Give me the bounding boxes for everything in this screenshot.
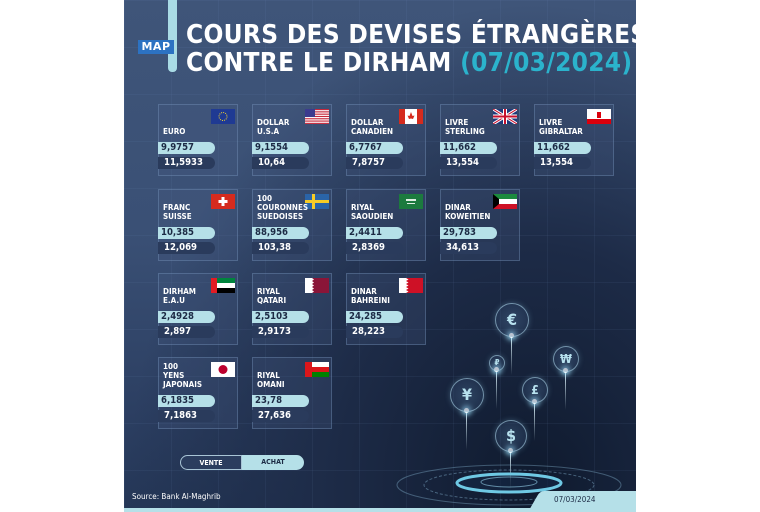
rate-dark: 11,5933 <box>158 157 215 169</box>
qatar-flag-icon <box>305 278 329 293</box>
title-text: CONTRE LE DIRHAM <box>186 48 452 78</box>
rate-light: 6,1835 <box>158 395 215 407</box>
rate-dark: 13,554 <box>440 157 497 169</box>
currency-name: EURO <box>163 127 186 136</box>
currency-card: DOLLAR U.S.A 9,1554 10,64 <box>252 104 332 176</box>
rate-dark: 7,8757 <box>346 157 403 169</box>
won-symbol-icon: ₩ <box>553 346 579 372</box>
currency-name: DINAR KOWEITIEN <box>445 203 491 221</box>
eu-flag-icon <box>211 109 235 124</box>
rate-dark: 2,9173 <box>252 326 309 338</box>
rate-light: 2,4928 <box>158 311 215 323</box>
japan-flag-icon <box>211 362 235 377</box>
rate-dark: 7,1863 <box>158 410 215 422</box>
background-grid <box>124 0 636 512</box>
dollar-symbol-icon: $ <box>495 420 527 452</box>
rate-light: 88,956 <box>252 227 309 239</box>
ruble-symbol-icon: ₽ <box>489 355 505 371</box>
title-line-1: COURS DES DEVISES ÉTRANGÈRES <box>186 20 636 50</box>
rate-light: 23,78 <box>252 395 309 407</box>
currency-name: RIYAL OMANI <box>257 371 285 389</box>
us-flag-icon <box>305 109 329 124</box>
rate-light: 6,7767 <box>346 142 403 154</box>
currency-card: DINAR KOWEITIEN 29,783 34,613 <box>440 189 520 261</box>
light-stem <box>565 370 566 410</box>
legend-achat: ACHAT <box>242 455 304 470</box>
hologram-rings-decoration <box>396 464 622 506</box>
light-stem <box>534 401 535 441</box>
bottom-strip <box>124 508 636 512</box>
rate-light: 2,4411 <box>346 227 403 239</box>
rate-light: 29,783 <box>440 227 497 239</box>
rate-light: 11,662 <box>440 142 497 154</box>
currency-card: 100 COURONNES SUEDOISES 88,956 103,38 <box>252 189 332 261</box>
currency-card: LIVRE GIBRALTAR 11,662 13,554 <box>534 104 614 176</box>
title-accent-bar <box>168 0 177 72</box>
euro-symbol-icon: € <box>495 303 529 337</box>
oman-flag-icon <box>305 362 329 377</box>
light-stem <box>510 450 511 490</box>
currency-name: RIYAL SAOUDIEN <box>351 203 394 221</box>
currency-name: DIRHAM E.A.U <box>163 287 196 305</box>
currency-name: LIVRE GIBRALTAR <box>539 118 583 136</box>
uk-flag-icon <box>493 109 517 124</box>
title-line-2: CONTRE LE DIRHAM (07/03/2024) <box>186 48 632 78</box>
rate-light: 11,662 <box>534 142 591 154</box>
rate-dark: 10,64 <box>252 157 309 169</box>
rate-light: 9,9757 <box>158 142 215 154</box>
currency-name: DOLLAR U.S.A <box>257 118 290 136</box>
currency-card: 100 YENS JAPONAIS 6,1835 7,1863 <box>158 357 238 429</box>
legend: VENTE ACHAT <box>180 455 304 470</box>
rate-dark: 2,8369 <box>346 242 403 254</box>
rate-dark: 28,223 <box>346 326 403 338</box>
map-logo: MAP <box>138 40 174 54</box>
light-stem <box>511 335 512 375</box>
currency-card: LIVRE STERLING 11,662 13,554 <box>440 104 520 176</box>
swiss-flag-icon <box>211 194 235 209</box>
footer-date: 07/03/2024 <box>554 495 596 504</box>
currency-card: RIYAL OMANI 23,78 27,636 <box>252 357 332 429</box>
title-date: (07/03/2024) <box>460 48 633 78</box>
legend-vente: VENTE <box>180 455 242 470</box>
currency-name: 100 COURONNES SUEDOISES <box>257 194 309 221</box>
canada-flag-icon <box>399 109 423 124</box>
infographic-panel: MAP COURS DES DEVISES ÉTRANGÈRES CONTRE … <box>124 0 636 512</box>
rate-dark: 2,897 <box>158 326 215 338</box>
currency-card: RIYAL SAOUDIEN 2,4411 2,8369 <box>346 189 426 261</box>
light-stem <box>466 410 467 450</box>
currency-name: DOLLAR CANADIEN <box>351 118 394 136</box>
source-text: Source: Bank Al-Maghrib <box>132 492 221 501</box>
currency-card: RIYAL QATARI 2,5103 2,9173 <box>252 273 332 345</box>
light-stem <box>496 369 497 409</box>
rate-light: 10,385 <box>158 227 215 239</box>
rate-light: 24,285 <box>346 311 403 323</box>
currency-card: EURO 9,9757 11,5933 <box>158 104 238 176</box>
rate-dark: 103,38 <box>252 242 309 254</box>
rate-dark: 12,069 <box>158 242 215 254</box>
currency-card: FRANC SUISSE 10,385 12,069 <box>158 189 238 261</box>
currency-card: DIRHAM E.A.U 2,4928 2,897 <box>158 273 238 345</box>
uae-flag-icon <box>211 278 235 293</box>
currency-name: RIYAL QATARI <box>257 287 287 305</box>
yen-symbol-icon: ¥ <box>450 378 484 412</box>
rate-light: 2,5103 <box>252 311 309 323</box>
saudi-flag-icon <box>399 194 423 209</box>
bahrain-flag-icon <box>399 278 423 293</box>
pound-symbol-icon: £ <box>522 377 548 403</box>
rate-light: 9,1554 <box>252 142 309 154</box>
sweden-flag-icon <box>305 194 329 209</box>
currency-name: FRANC SUISSE <box>163 203 192 221</box>
currency-card: DOLLAR CANADIEN 6,7767 7,8757 <box>346 104 426 176</box>
gibraltar-flag-icon <box>587 109 611 124</box>
rate-dark: 27,636 <box>252 410 309 422</box>
currency-name: DINAR BAHREINI <box>351 287 390 305</box>
rate-dark: 34,613 <box>440 242 497 254</box>
currency-name: LIVRE STERLING <box>445 118 485 136</box>
currency-name: 100 YENS JAPONAIS <box>163 362 203 389</box>
rate-dark: 13,554 <box>534 157 591 169</box>
currency-card: DINAR BAHREINI 24,285 28,223 <box>346 273 426 345</box>
kuwait-flag-icon <box>493 194 517 209</box>
